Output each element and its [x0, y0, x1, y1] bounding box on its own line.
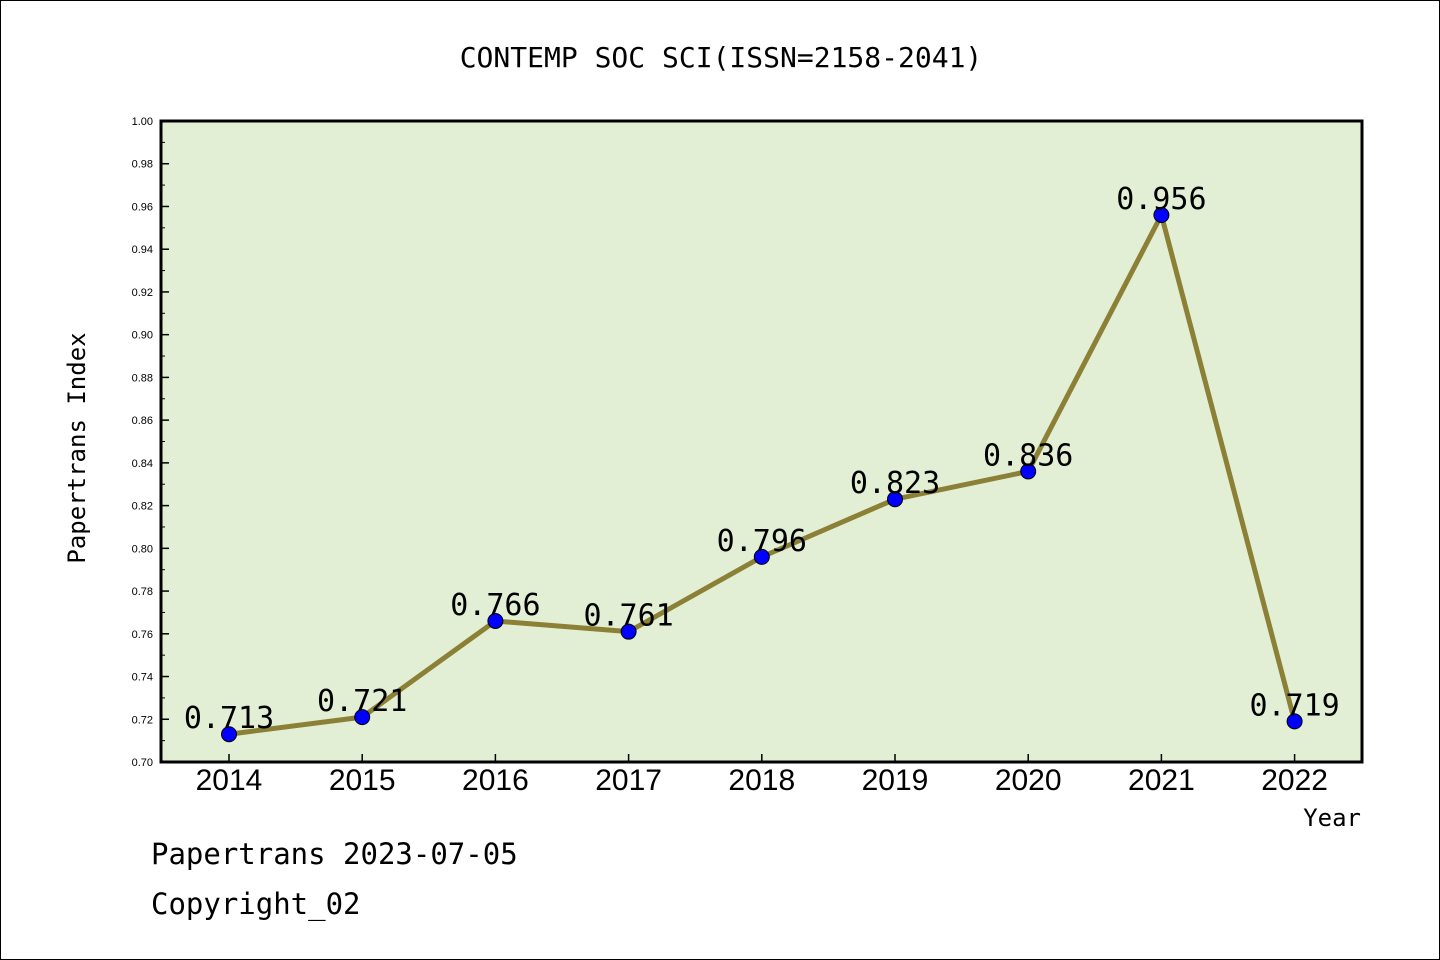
y-axis-label: Papertrans Index [63, 332, 91, 563]
y-tick-label: 0.90 [132, 330, 153, 342]
y-tick-label: 0.70 [132, 757, 153, 769]
y-tick-label: 0.72 [132, 714, 153, 726]
x-tick-label: 2020 [995, 764, 1062, 797]
y-tick-label: 0.82 [132, 501, 153, 513]
data-point-2022 [1286, 713, 1303, 730]
data-label-2014: 0.713 [184, 701, 274, 736]
y-tick-label: 0.88 [132, 372, 153, 384]
x-tick-label: 2015 [329, 764, 396, 797]
y-tick-label: 0.96 [132, 201, 153, 213]
y-tick-label: 0.92 [132, 287, 153, 299]
y-tick-label: 0.98 [132, 159, 153, 171]
data-label-2018: 0.796 [717, 524, 807, 559]
x-tick-label: 2016 [462, 764, 529, 797]
data-label-2016: 0.766 [450, 588, 540, 623]
y-tick-label: 0.94 [132, 244, 153, 256]
data-label-2019: 0.823 [850, 466, 940, 501]
x-tick-label: 2021 [1128, 764, 1195, 797]
x-tick-label: 2017 [595, 764, 662, 797]
footer-copyright: Copyright_02 [151, 887, 361, 922]
x-axis: 2014 2015 2016 2017 2018 2019 2020 2021 2022 [196, 754, 1328, 797]
y-tick-label: 0.84 [132, 458, 153, 470]
data-point-2018 [753, 548, 770, 565]
y-tick-label: 0.78 [132, 586, 153, 598]
series-markers [221, 207, 1303, 743]
data-label-2015: 0.721 [317, 684, 407, 719]
data-labels: 0.713 0.721 0.766 0.761 0.796 0.823 0.836 0.956… [184, 182, 1340, 736]
y-tick-label: 0.74 [132, 672, 153, 684]
data-label-2017: 0.761 [583, 599, 673, 634]
x-tick-label: 2018 [728, 764, 795, 797]
x-tick-label: 2022 [1261, 764, 1328, 797]
data-point-2015 [354, 709, 371, 726]
y-axis: 0.70 0.72 0.74 0.76 0.78 0.80 0.82 0.84 0.86 0.88… [132, 116, 169, 769]
data-label-2021: 0.956 [1116, 182, 1206, 217]
y-tick-label: 0.80 [132, 543, 153, 555]
plot-area [159, 119, 1364, 764]
data-label-2022: 0.719 [1249, 688, 1339, 723]
x-tick-label: 2014 [196, 764, 263, 797]
data-point-2017 [620, 623, 637, 640]
x-tick-label: 2019 [862, 764, 929, 797]
data-point-2021 [1153, 207, 1170, 224]
data-point-2016 [487, 612, 504, 629]
y-tick-label: 1.00 [132, 116, 153, 128]
data-label-2020: 0.836 [983, 438, 1073, 473]
x-axis-label: Year [1303, 804, 1361, 832]
footer-source: Papertrans 2023-07-05 [151, 837, 518, 871]
y-tick-label: 0.86 [132, 415, 153, 427]
data-point-2019 [887, 491, 903, 508]
y-tick-label: 0.76 [132, 629, 153, 641]
data-point-2014 [221, 726, 237, 743]
chart-title: CONTEMP SOC SCI(ISSN=2158-2041) [460, 41, 983, 74]
data-point-2020 [1020, 463, 1037, 480]
